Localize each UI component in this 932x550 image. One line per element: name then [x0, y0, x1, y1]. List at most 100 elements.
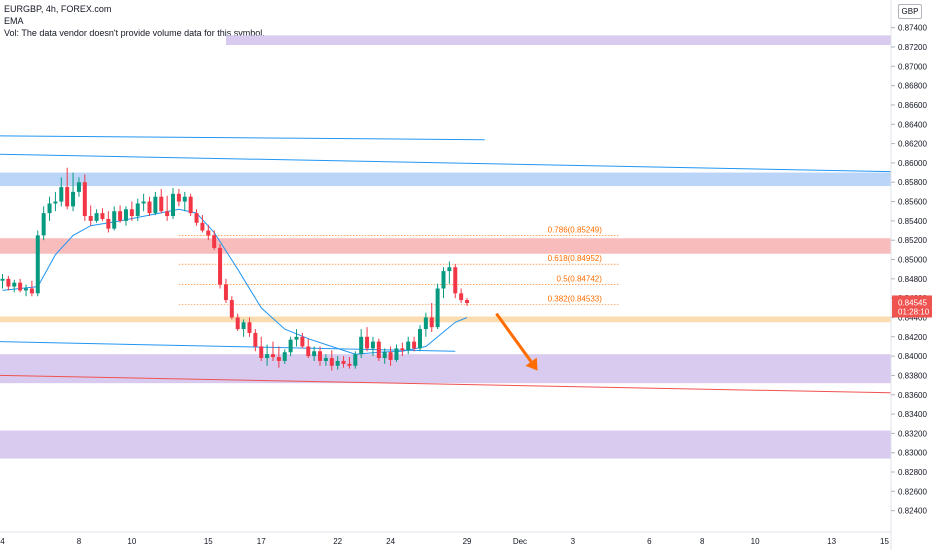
candle-25 [147, 196, 152, 217]
zone-orange-2 [0, 316, 891, 323]
candle-body [0, 278, 5, 281]
price-badge-countdown: 01:28:10 [898, 307, 930, 316]
blue-trendline-0 [0, 135, 485, 141]
candle-48 [282, 349, 287, 364]
zone-red-1 [0, 238, 891, 254]
candle-body [241, 322, 246, 330]
candle-66 [388, 346, 393, 366]
candle-38 [223, 278, 228, 303]
candle-body [447, 267, 452, 272]
candle-50 [294, 329, 299, 347]
candle-body [106, 218, 111, 229]
y-tick-label-4: 0.86600 [898, 101, 927, 110]
candle-28 [165, 195, 170, 221]
ema-layer [2, 208, 468, 355]
candle-body [153, 196, 158, 214]
candle-13 [76, 177, 81, 197]
candle-body [159, 196, 164, 212]
candle-53 [312, 346, 317, 361]
fib-level-label-0: 0.786(0.85249) [548, 225, 603, 234]
candle-body [171, 193, 176, 217]
candle-body [82, 182, 87, 217]
y-tick-label-12: 0.85000 [898, 256, 927, 265]
x-tick-label-6: 24 [386, 537, 395, 546]
zone-purple-4 [0, 430, 891, 459]
arrow-shaft [495, 312, 533, 363]
candle-16 [94, 209, 99, 223]
candle-22 [129, 201, 134, 221]
candle-body [94, 213, 99, 221]
candle-body [76, 182, 81, 192]
candle-body [200, 222, 205, 231]
x-tick-label-7: 29 [463, 537, 472, 546]
candle-body [235, 317, 240, 330]
candle-body [435, 288, 440, 328]
candle-body [417, 329, 422, 349]
zones-layer [0, 35, 891, 459]
x-tick-label-5: 22 [333, 537, 342, 546]
candle-body [259, 346, 264, 359]
candle-29 [171, 188, 176, 219]
candle-body [341, 360, 346, 364]
fib-level-label-3: 0.382(0.84533) [548, 295, 603, 304]
y-tick-label-8: 0.85800 [898, 178, 927, 187]
arrow-layer [495, 312, 538, 371]
y-tick-label-0: 0.87400 [898, 24, 927, 33]
y-tick-label-11: 0.85200 [898, 236, 927, 245]
candle-74 [435, 283, 440, 330]
y-tick-label-24: 0.82600 [898, 487, 927, 496]
y-tick-label-23: 0.82800 [898, 468, 927, 477]
candle-body [212, 235, 217, 248]
candle-20 [118, 205, 123, 223]
candle-14 [82, 174, 87, 221]
candle-body [335, 360, 340, 366]
candle-body [465, 300, 470, 303]
candle-body [182, 196, 187, 202]
zone-purple-5 [225, 35, 891, 46]
x-tick-label-10: 6 [647, 537, 652, 546]
candle-body [288, 339, 293, 353]
candle-12 [71, 172, 76, 212]
candle-57 [335, 356, 340, 370]
x-tick-label-12: 10 [751, 537, 760, 546]
candle-49 [288, 336, 293, 357]
indicator-label[interactable]: EMA [4, 16, 24, 26]
ema-line [2, 208, 468, 355]
candle-7 [41, 206, 46, 241]
candle-body [118, 211, 123, 221]
candle-body [394, 348, 399, 360]
candle-60 [353, 351, 358, 369]
candle-79 [465, 298, 470, 306]
candle-55 [323, 354, 328, 366]
candle-body [6, 278, 11, 287]
candle-body [123, 209, 128, 221]
candle-body [306, 346, 311, 357]
symbol-title[interactable]: EURGBP, 4h, FOREX.com [4, 4, 112, 14]
zone-blue-0 [0, 172, 891, 187]
trendlines-layer [0, 135, 892, 394]
candle-body [323, 358, 328, 361]
currency-label[interactable]: GBP [898, 4, 922, 19]
y-tick-label-15: 0.84400 [898, 313, 927, 322]
candle-4 [24, 284, 29, 297]
candle-39 [229, 296, 234, 320]
candle-body [24, 288, 29, 291]
candle-body [459, 293, 464, 301]
candle-6 [35, 230, 40, 297]
red-trendline-3 [0, 374, 892, 394]
candle-8 [47, 196, 52, 221]
y-tick-label-21: 0.83200 [898, 429, 927, 438]
candle-11 [65, 167, 70, 210]
candle-body [388, 352, 393, 360]
candle-78 [459, 288, 464, 303]
candle-body [382, 352, 387, 359]
candle-19 [112, 206, 117, 231]
candle-10 [59, 177, 64, 207]
candle-body [29, 288, 34, 294]
x-tick-label-14: 15 [880, 537, 889, 546]
y-tick-label-2: 0.87000 [898, 62, 927, 71]
candle-body [35, 235, 40, 294]
fibonacci-layer: 0.786(0.85249) 0.618(0.84952) 0.5(0.84742)… [178, 225, 620, 305]
